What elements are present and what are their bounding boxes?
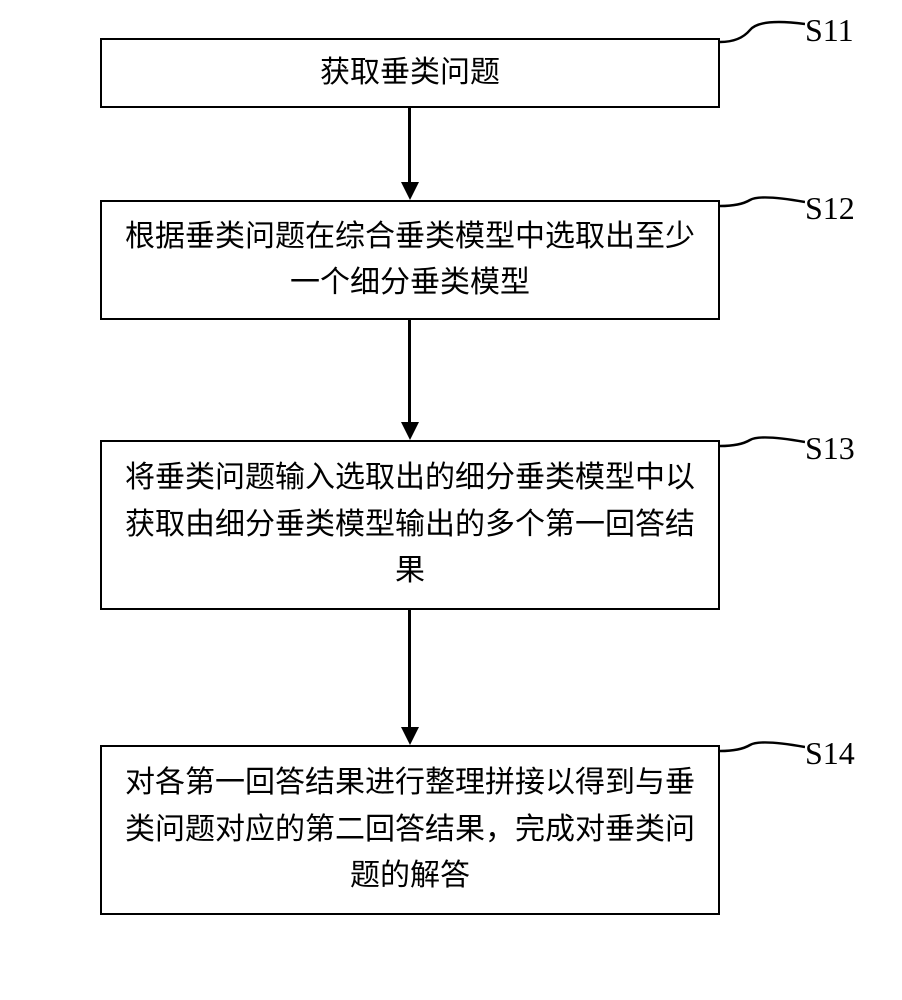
label-connector-s12 — [720, 190, 805, 220]
node-text: 对各第一回答结果进行整理拼接以得到与垂类问题对应的第二回答结果，完成对垂类问题的… — [122, 760, 698, 900]
edge-head-n1-n2 — [401, 182, 419, 200]
flow-node-s13: 将垂类问题输入选取出的细分垂类模型中以获取由细分垂类模型输出的多个第一回答结果 — [100, 440, 720, 610]
edge-n1-n2 — [408, 108, 411, 182]
edge-head-n3-n4 — [401, 727, 419, 745]
edge-n3-n4 — [408, 610, 411, 727]
node-text: 将垂类问题输入选取出的细分垂类模型中以获取由细分垂类模型输出的多个第一回答结果 — [122, 455, 698, 595]
node-text: 获取垂类问题 — [320, 50, 500, 97]
flowchart-container: 获取垂类问题 S11 根据垂类问题在综合垂类模型中选取出至少一个细分垂类模型 S… — [0, 0, 902, 1000]
flow-node-s12: 根据垂类问题在综合垂类模型中选取出至少一个细分垂类模型 — [100, 200, 720, 320]
label-connector-s11 — [720, 12, 805, 52]
label-connector-s14 — [720, 735, 805, 765]
step-label-s14: S14 — [805, 735, 855, 772]
node-text: 根据垂类问题在综合垂类模型中选取出至少一个细分垂类模型 — [122, 214, 698, 307]
step-label-s11: S11 — [805, 12, 854, 49]
edge-head-n2-n3 — [401, 422, 419, 440]
flow-node-s11: 获取垂类问题 — [100, 38, 720, 108]
flow-node-s14: 对各第一回答结果进行整理拼接以得到与垂类问题对应的第二回答结果，完成对垂类问题的… — [100, 745, 720, 915]
step-label-s13: S13 — [805, 430, 855, 467]
step-label-s12: S12 — [805, 190, 855, 227]
edge-n2-n3 — [408, 320, 411, 422]
label-connector-s13 — [720, 430, 805, 460]
